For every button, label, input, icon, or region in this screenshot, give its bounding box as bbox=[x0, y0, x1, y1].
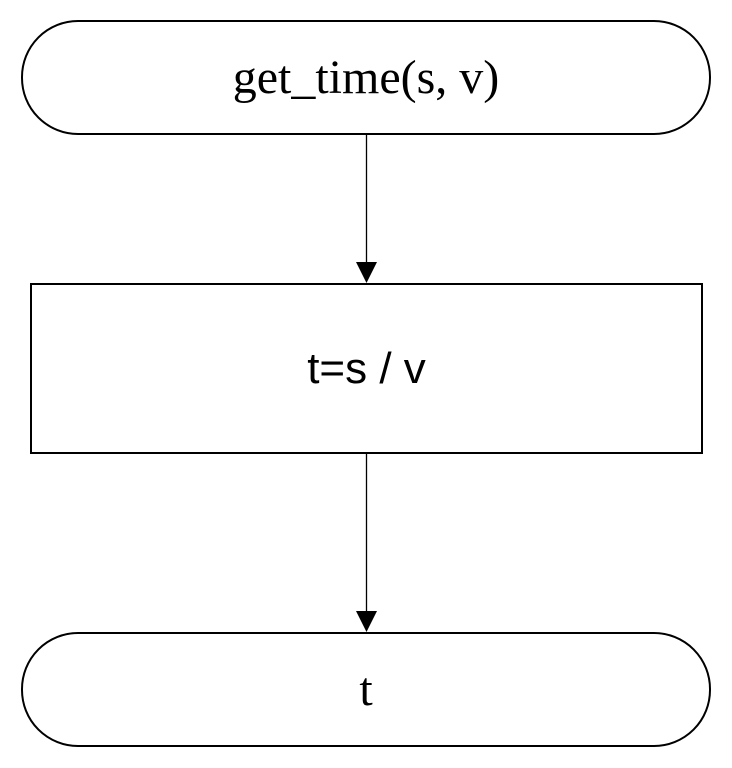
start-label: get_time(s, v) bbox=[232, 51, 500, 104]
end-terminator: t bbox=[21, 632, 711, 747]
end-label: t bbox=[359, 663, 373, 716]
arrow-start-to-process-head bbox=[356, 262, 377, 283]
arrow-process-to-end-head bbox=[356, 611, 377, 632]
process-label: t=s / v bbox=[307, 343, 426, 393]
start-terminator: get_time(s, v) bbox=[21, 20, 711, 135]
process-box: t=s / v bbox=[30, 283, 703, 454]
